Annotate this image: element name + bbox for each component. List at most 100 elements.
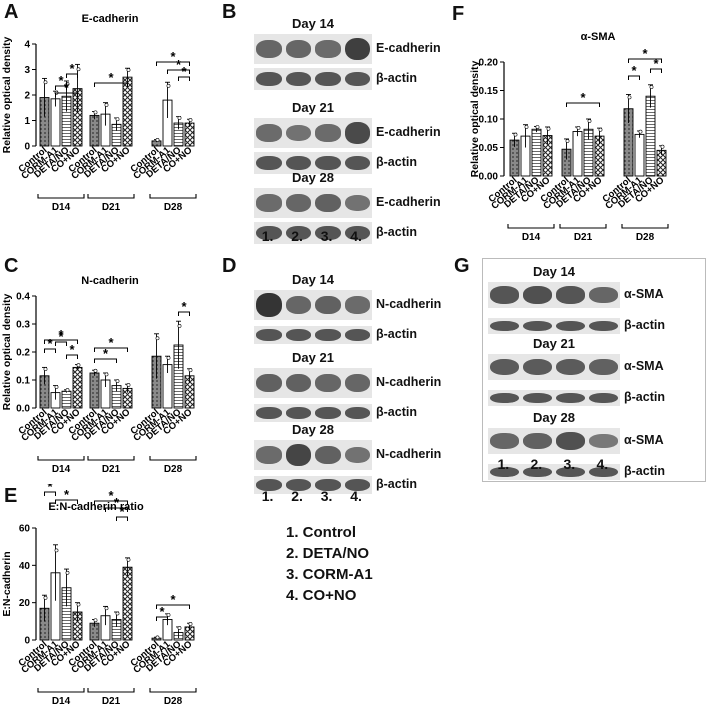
plot-area: N-cadherin Relative optical density 0.0 0.1… <box>1 275 197 475</box>
blot-band <box>285 194 311 212</box>
blot-band <box>523 392 552 404</box>
significance-star: * <box>108 70 114 85</box>
chart-title: N-cadherin <box>81 275 139 287</box>
significance-bracket <box>650 68 662 73</box>
blot-day-title: Day 14 <box>533 264 575 279</box>
group-label: D21 <box>102 696 121 707</box>
blot-actin-strip <box>488 464 620 480</box>
blot-actin-strip <box>254 152 372 174</box>
lane-number: 1. <box>497 456 510 472</box>
y-tick-label: 0.4 <box>16 292 30 303</box>
blot-band <box>315 295 341 315</box>
blot-actin-label: β-actin <box>624 464 665 478</box>
significance-bracket <box>94 358 117 363</box>
blot-band <box>490 286 519 304</box>
blot-band <box>589 358 618 376</box>
data-point <box>565 139 570 143</box>
y-axis-label: Relative optical density <box>469 60 481 177</box>
data-point <box>65 388 70 392</box>
y-axis-label: Relative optical density <box>1 293 13 410</box>
blot-band <box>256 225 282 241</box>
blot-band <box>256 124 282 142</box>
blot-actin-label: β-actin <box>624 318 665 332</box>
data-point <box>587 119 592 123</box>
blot-band <box>344 446 370 464</box>
blot-band <box>315 193 341 213</box>
significance-bracket <box>55 85 67 90</box>
blot-band <box>256 155 282 171</box>
y-tick-label: 0.20 <box>479 58 499 69</box>
y-tick-label: 0.3 <box>16 320 30 331</box>
significance-bracket <box>94 82 128 87</box>
y-tick-label: 0 <box>24 636 30 647</box>
significance-bracket <box>44 348 56 353</box>
western-blot-n-cadherin: Day 14 N-cadherin β-actin Day 21 N-cadherin β… <box>250 272 450 512</box>
blot-band <box>344 296 370 314</box>
significance-star: * <box>108 488 114 503</box>
significance-star: * <box>170 49 176 64</box>
blot-band <box>556 320 585 332</box>
western-blot-e-cadherin: Day 14 E-cadherin β-actin Day 21 E-cadherin β… <box>250 10 450 250</box>
significance-star: * <box>159 604 165 619</box>
significance-star: * <box>114 495 120 510</box>
chart-n-cadherin: N-cadherin Relative optical density 0.0 0.1… <box>1 275 197 475</box>
blot-actin-strip <box>254 222 372 244</box>
y-tick-label: 0 <box>24 142 30 153</box>
y-tick-label: 0.2 <box>16 348 30 359</box>
y-tick-label: 60 <box>19 524 31 535</box>
blot-band <box>315 445 341 465</box>
blot-band <box>315 71 341 87</box>
blot-actin-strip <box>254 68 372 90</box>
blot-band <box>256 293 282 317</box>
blot-band <box>589 287 618 303</box>
data-point <box>638 129 643 134</box>
data-point <box>54 385 59 389</box>
data-point <box>188 118 193 122</box>
significance-star: * <box>181 299 187 314</box>
blot-band <box>589 434 618 448</box>
panel-label-g: G <box>454 255 470 277</box>
legend-item-1: 1. Control <box>286 524 356 541</box>
blot-band <box>344 374 370 392</box>
group-label: D14 <box>52 202 71 213</box>
bar <box>89 372 100 409</box>
significance-star: * <box>58 329 64 344</box>
chart-en-ratio: E:N-cadherin ratioE:N-cadherin0204060Con… <box>1 484 197 707</box>
blot-band <box>523 358 552 376</box>
data-point <box>93 110 98 115</box>
significance-bracket <box>66 73 78 78</box>
blot-day-title: Day 21 <box>533 336 575 351</box>
blot-band <box>285 155 311 171</box>
data-point <box>166 83 171 88</box>
data-point <box>76 67 81 72</box>
data-point <box>93 368 98 373</box>
data-point <box>524 125 529 129</box>
significance-bracket <box>156 604 190 609</box>
data-point <box>54 548 59 553</box>
blot-band <box>315 329 341 341</box>
blot-band <box>256 329 282 341</box>
legend-item-3: 3. CORM-A1 <box>286 566 373 583</box>
blot-target-label: E-cadherin <box>376 125 441 139</box>
panel-label-e: E <box>4 485 18 507</box>
blot-actin-label: β-actin <box>624 390 665 404</box>
data-point <box>188 368 193 373</box>
group-bracket <box>507 224 555 229</box>
group-label: D21 <box>102 464 121 475</box>
significance-bracket <box>55 92 78 97</box>
legend-item-2: 2. DETA/NO <box>286 545 370 562</box>
significance-star: * <box>103 346 109 361</box>
significance-star: * <box>47 336 53 351</box>
data-point <box>65 570 70 575</box>
data-point <box>126 68 131 72</box>
blot-band <box>256 40 282 58</box>
data-point <box>649 85 654 89</box>
chart-title: E:N-cadherin ratio <box>48 501 144 513</box>
data-point <box>43 595 48 600</box>
significance-bracket <box>116 516 128 521</box>
blot-actin-strip <box>488 318 620 334</box>
blot-band <box>523 432 552 450</box>
y-tick-label: 40 <box>19 561 31 572</box>
